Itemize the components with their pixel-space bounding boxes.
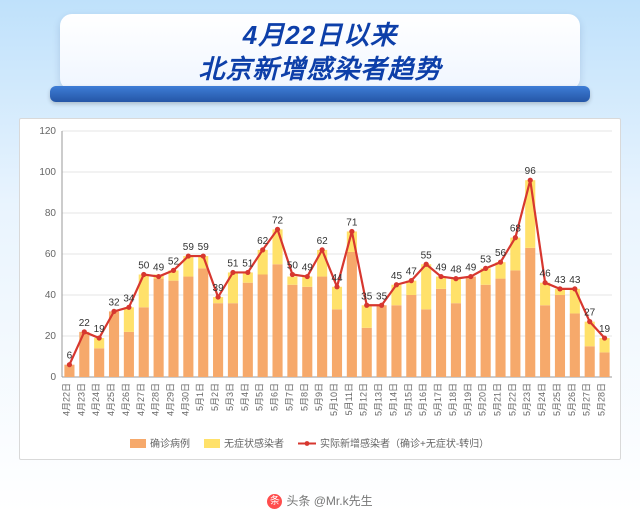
svg-text:43: 43 (554, 275, 566, 286)
svg-text:59: 59 (183, 242, 195, 253)
svg-text:4月29日: 4月29日 (165, 383, 175, 416)
svg-text:5月1日: 5月1日 (195, 383, 205, 411)
svg-text:5月13日: 5月13日 (374, 383, 384, 416)
svg-text:5月10日: 5月10日 (329, 383, 339, 416)
svg-text:5月5日: 5月5日 (255, 383, 265, 411)
svg-text:5月21日: 5月21日 (493, 383, 503, 416)
svg-text:5月2日: 5月2日 (210, 383, 220, 411)
svg-text:4月22日: 4月22日 (61, 383, 71, 416)
attribution: 条头条 @Mr.k先生 (0, 492, 640, 509)
svg-text:22: 22 (79, 318, 91, 329)
svg-text:72: 72 (272, 215, 284, 226)
svg-text:71: 71 (346, 217, 358, 228)
svg-text:20: 20 (45, 331, 57, 342)
svg-text:5月4日: 5月4日 (240, 383, 250, 411)
svg-text:5月18日: 5月18日 (448, 383, 458, 416)
svg-text:96: 96 (525, 166, 537, 177)
svg-text:无症状感染者: 无症状感染者 (224, 437, 284, 450)
svg-text:4月23日: 4月23日 (76, 383, 86, 416)
svg-text:19: 19 (94, 324, 106, 335)
svg-text:5月16日: 5月16日 (418, 383, 428, 416)
svg-text:4月27日: 4月27日 (136, 383, 146, 416)
svg-text:34: 34 (123, 293, 135, 304)
svg-text:39: 39 (213, 283, 225, 294)
svg-text:5月24日: 5月24日 (537, 383, 547, 416)
svg-text:100: 100 (39, 167, 56, 178)
svg-text:4月25日: 4月25日 (106, 383, 116, 416)
svg-text:4月24日: 4月24日 (91, 383, 101, 416)
svg-text:49: 49 (153, 263, 165, 274)
svg-text:59: 59 (198, 242, 210, 253)
svg-text:40: 40 (45, 290, 57, 301)
svg-text:5月19日: 5月19日 (463, 383, 473, 416)
svg-text:实际新增感染者（确诊+无症状-转归）: 实际新增感染者（确诊+无症状-转归） (320, 437, 489, 450)
attribution-prefix: 头条 (286, 494, 310, 508)
svg-text:35: 35 (376, 291, 388, 302)
title-text: 4月22日以来 北京新增感染者趋势 (55, 14, 585, 90)
svg-text:49: 49 (302, 263, 314, 274)
svg-text:51: 51 (242, 258, 254, 269)
svg-text:5月14日: 5月14日 (388, 383, 398, 416)
svg-text:5月25日: 5月25日 (552, 383, 562, 416)
chart-container: 0204060801001206221932345049525959395151… (19, 118, 621, 460)
svg-text:5月7日: 5月7日 (284, 383, 294, 411)
svg-text:49: 49 (435, 263, 447, 274)
title-panel: 4月22日以来 北京新增感染者趋势 (55, 14, 585, 90)
svg-text:4月28日: 4月28日 (151, 383, 161, 416)
svg-text:60: 60 (45, 249, 57, 260)
svg-text:5月15日: 5月15日 (403, 383, 413, 416)
title-line1: 4月22日以来 (55, 18, 585, 52)
chart-svg: 0204060801001206221932345049525959395151… (20, 119, 620, 459)
svg-text:47: 47 (406, 267, 418, 278)
svg-text:4月26日: 4月26日 (121, 383, 131, 416)
svg-text:120: 120 (39, 126, 56, 137)
svg-text:80: 80 (45, 208, 57, 219)
svg-text:5月20日: 5月20日 (478, 383, 488, 416)
svg-text:45: 45 (391, 271, 403, 282)
svg-text:56: 56 (495, 248, 507, 259)
svg-text:5月17日: 5月17日 (433, 383, 443, 416)
svg-text:5月27日: 5月27日 (582, 383, 592, 416)
svg-text:55: 55 (421, 250, 433, 261)
svg-text:4月30日: 4月30日 (180, 383, 190, 416)
svg-text:35: 35 (361, 291, 373, 302)
svg-text:6: 6 (67, 351, 73, 362)
svg-text:50: 50 (287, 261, 299, 272)
svg-text:68: 68 (510, 224, 522, 235)
svg-text:5月3日: 5月3日 (225, 383, 235, 411)
attribution-text: @Mr.k先生 (314, 494, 373, 508)
svg-text:53: 53 (480, 254, 492, 265)
svg-text:5月6日: 5月6日 (270, 383, 280, 411)
svg-text:62: 62 (317, 236, 329, 247)
svg-text:49: 49 (465, 263, 477, 274)
svg-text:48: 48 (450, 265, 462, 276)
svg-text:5月26日: 5月26日 (567, 383, 577, 416)
svg-text:62: 62 (257, 236, 269, 247)
svg-text:19: 19 (599, 324, 611, 335)
svg-text:5月23日: 5月23日 (522, 383, 532, 416)
svg-text:5月28日: 5月28日 (597, 383, 607, 416)
svg-text:43: 43 (569, 275, 581, 286)
svg-text:5月9日: 5月9日 (314, 383, 324, 411)
svg-text:确诊病例: 确诊病例 (150, 437, 190, 450)
svg-text:5月12日: 5月12日 (359, 383, 369, 416)
svg-text:5月8日: 5月8日 (299, 383, 309, 411)
svg-text:32: 32 (108, 297, 120, 308)
svg-text:0: 0 (50, 372, 56, 383)
svg-text:5月11日: 5月11日 (344, 383, 354, 415)
toutiao-icon: 条 (267, 494, 282, 509)
svg-text:50: 50 (138, 261, 150, 272)
svg-text:51: 51 (227, 258, 239, 269)
svg-text:46: 46 (540, 269, 552, 280)
svg-text:5月22日: 5月22日 (507, 383, 517, 416)
title-line2: 北京新增感染者趋势 (55, 52, 585, 86)
svg-text:27: 27 (584, 308, 596, 319)
svg-text:44: 44 (331, 273, 343, 284)
svg-text:52: 52 (168, 256, 180, 267)
